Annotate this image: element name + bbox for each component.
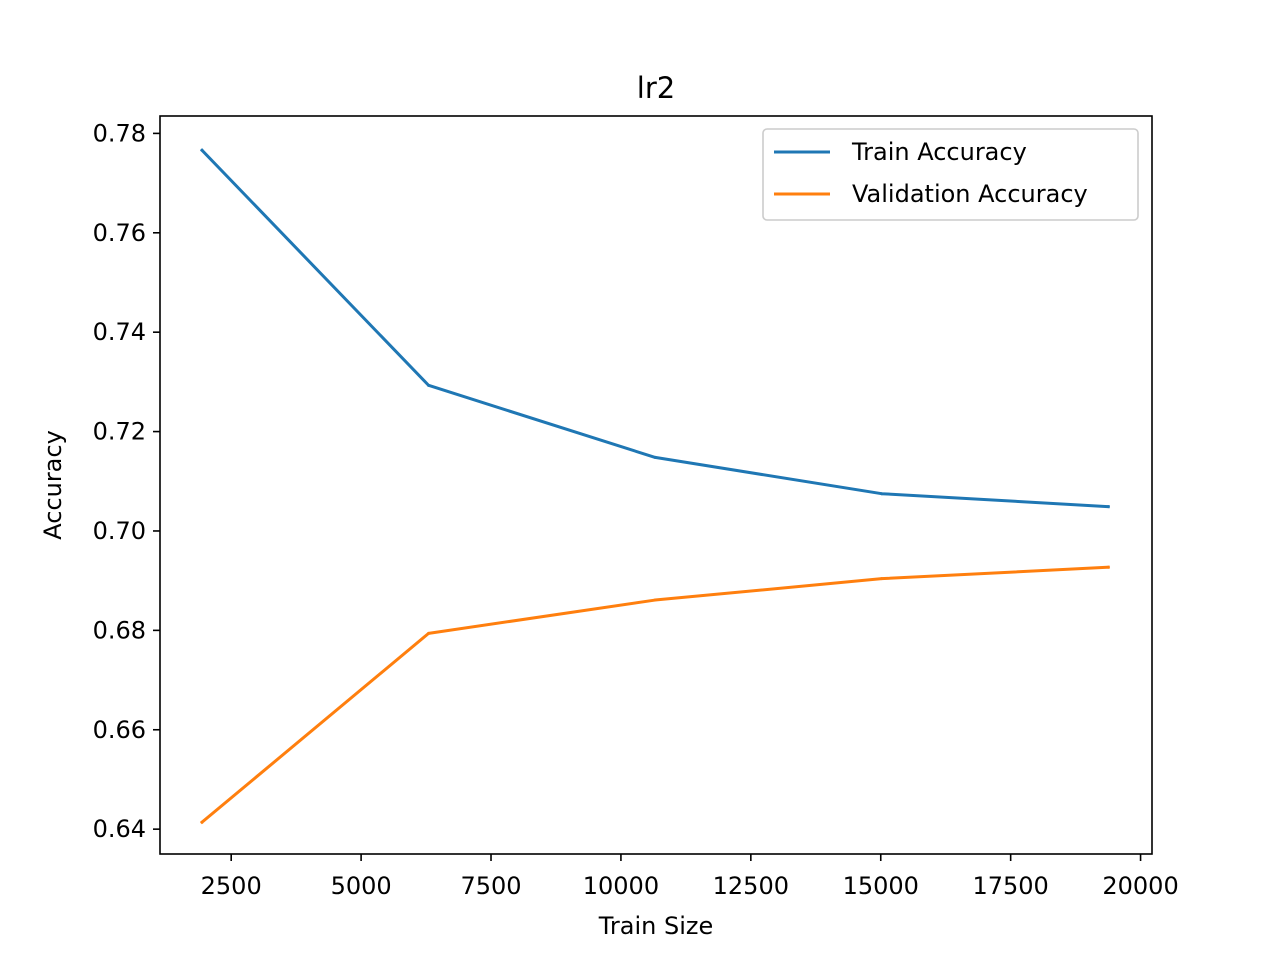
- x-tick-label: 15000: [843, 872, 919, 900]
- data-point-train-accuracy: [200, 148, 204, 152]
- data-point-train-accuracy: [1106, 505, 1110, 509]
- x-tick-label: 5000: [331, 872, 392, 900]
- x-tick-label: 17500: [972, 872, 1048, 900]
- plot-area-frame: [159, 115, 1153, 855]
- x-axis-title: Train Size: [598, 912, 713, 940]
- legend: Train Accuracy Validation Accuracy: [762, 128, 1139, 221]
- x-tick-label: 12500: [713, 872, 789, 900]
- data-point-train-accuracy: [427, 383, 431, 387]
- y-axis-title: Accuracy: [39, 430, 67, 540]
- y-tick-label: 0.72: [93, 418, 146, 446]
- y-tick-label: 0.70: [93, 517, 146, 545]
- data-point-validation-accuracy: [1106, 565, 1110, 569]
- data-point-validation-accuracy: [880, 577, 884, 581]
- x-tick-label: 20000: [1102, 872, 1178, 900]
- x-tick-label: 7500: [460, 872, 521, 900]
- legend-label-train-accuracy: Train Accuracy: [851, 138, 1027, 166]
- y-tick-label: 0.78: [93, 119, 146, 147]
- x-tick-label: 2500: [201, 872, 262, 900]
- data-point-validation-accuracy: [200, 820, 204, 824]
- legend-frame: [762, 128, 1139, 221]
- x-tick-label: 10000: [583, 872, 659, 900]
- x-axis-ticks: 2500 5000 7500 10000 12500 15000 17500 20000: [201, 854, 1179, 900]
- data-point-validation-accuracy: [427, 631, 431, 635]
- y-axis-ticks: 0.64 0.66 0.68 0.70 0.72 0.74 0.76 0.78: [93, 119, 160, 843]
- data-point-train-accuracy: [653, 455, 657, 459]
- series-lines: [199, 148, 1110, 825]
- y-tick-label: 0.74: [93, 318, 146, 346]
- data-point-validation-accuracy: [653, 598, 657, 602]
- legend-label-validation-accuracy: Validation Accuracy: [852, 180, 1088, 208]
- y-tick-label: 0.76: [93, 219, 146, 247]
- y-tick-label: 0.64: [93, 815, 146, 843]
- y-tick-label: 0.68: [93, 616, 146, 644]
- y-tick-label: 0.66: [93, 716, 146, 744]
- chart-title: lr2: [637, 71, 675, 105]
- data-point-train-accuracy: [880, 492, 884, 496]
